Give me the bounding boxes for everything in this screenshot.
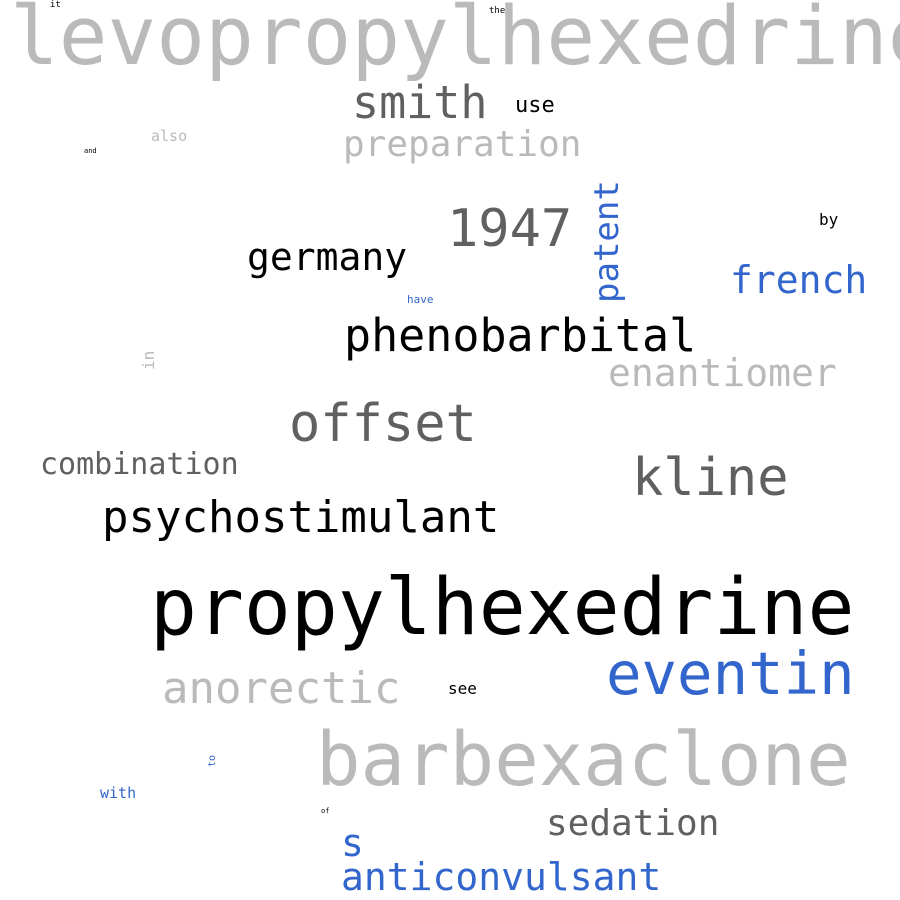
word-see: see [448,679,477,698]
word-use: use [515,93,555,118]
word-anorectic: anorectic [162,663,401,714]
word-to: to [207,754,218,767]
word-levopropylhexedrine: levopropylhexedrine [10,0,900,84]
word-patent: patent [587,180,627,303]
word-by: by [819,210,839,229]
word-phenobarbital: phenobarbital [344,309,697,362]
word-1947: 1947 [447,199,573,259]
word-french: french [730,258,868,302]
word-preparation: preparation [343,124,582,165]
word-the: the [489,6,506,16]
word-also: also [151,127,188,145]
word-barbexaclone: barbexaclone [316,717,851,803]
word-kline: kline [632,448,789,508]
word-germany: germany [247,235,408,279]
word-offset: offset [289,394,477,454]
word-it: it [50,0,61,10]
word-combination: combination [40,447,239,482]
word-smith: smith [352,76,488,129]
word-s: s [341,821,364,865]
word-with: with [100,784,137,802]
word-eventin: eventin [606,639,855,708]
word-and: and [84,147,97,155]
word-enantiomer: enantiomer [608,351,837,395]
word-sedation: sedation [546,803,720,844]
word-anticonvulsant: anticonvulsant [341,855,662,899]
word-of: of [321,807,330,815]
word-in: in [139,350,158,370]
word-have: have [407,293,434,306]
word-psychostimulant: psychostimulant [102,492,500,543]
word-propylhexedrine: propylhexedrine [150,563,855,653]
